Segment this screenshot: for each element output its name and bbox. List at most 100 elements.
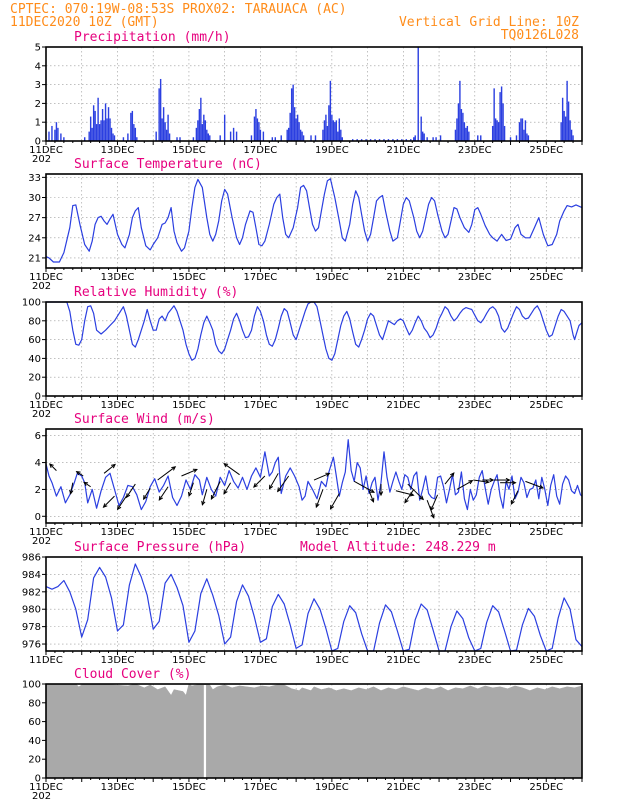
precip-bar-75 — [293, 107, 296, 141]
wind-vector-head — [277, 487, 282, 493]
precip-bar-61 — [253, 116, 256, 141]
cloud-gap-0 — [203, 685, 207, 778]
precip-bar-57 — [229, 131, 232, 141]
wind-vector-head — [171, 466, 177, 471]
cloud-year-label: 202 — [32, 791, 51, 800]
precip-bar-130 — [466, 125, 469, 141]
pressure-y-tick-label: 978 — [22, 622, 41, 633]
wind-vector-shaft — [430, 494, 439, 511]
wind-vector-head — [329, 504, 335, 510]
wind-vector-17 — [253, 475, 266, 488]
wind-vector-shaft — [315, 489, 324, 508]
rh-x-tick-label: 13DEC — [101, 400, 135, 411]
precip-bar-48 — [200, 97, 202, 141]
wind-vector-shaft — [158, 486, 169, 501]
precip-bar-91 — [332, 120, 335, 141]
precip-bar-145 — [518, 122, 521, 141]
precip-bar-68 — [274, 137, 276, 141]
wind-vector-18 — [268, 473, 279, 490]
precip-bar-26 — [122, 137, 125, 141]
wind-vector-5 — [102, 495, 115, 508]
wind-vector-head — [223, 462, 229, 468]
precip-bar-22 — [109, 118, 111, 141]
precip-bar-27 — [127, 133, 129, 141]
cloud-x-tick-label: 21DEC — [386, 782, 420, 793]
wind-vector-head — [430, 506, 435, 512]
wind-vector-19 — [277, 475, 290, 493]
precip-bar-21 — [107, 107, 110, 141]
precip-bar-122 — [454, 129, 457, 141]
temp-series-line — [45, 178, 583, 263]
precip-bar-157 — [567, 101, 570, 141]
precip-bar-62 — [255, 109, 257, 141]
wind-vector-shaft — [223, 482, 232, 494]
precip-bar-141 — [502, 103, 504, 141]
precip-bar-98 — [352, 139, 354, 141]
precip-y-tick-label: 0 — [35, 137, 41, 148]
precip-bar-153 — [561, 97, 564, 141]
precip-bar-60 — [250, 135, 253, 141]
cloud-y-tick-label: 60 — [28, 717, 41, 728]
rh-x-tick-label: 17DEC — [244, 400, 278, 411]
precip-bar-31 — [134, 127, 137, 141]
precip-bar-148 — [523, 129, 525, 141]
wind-vector-shaft — [117, 495, 127, 510]
precip-bar-79 — [299, 129, 302, 141]
wind-frame — [45, 428, 583, 524]
precip-y-tick-label: 3 — [35, 80, 41, 91]
precip-bar-43 — [179, 137, 181, 141]
wind-vector-shaft — [277, 475, 290, 492]
rh-x-tick-label: 23DEC — [458, 400, 492, 411]
humidity-panel: Relative Humidity (%) 0 20 40 60 80 100 11DEC 1… — [22, 285, 583, 420]
precip-y-tick-label: 2 — [35, 99, 41, 110]
precip-bar-18 — [103, 120, 105, 141]
wind-vector-head — [69, 489, 74, 495]
wind-vector-11 — [181, 468, 198, 477]
precip-bar-113 — [414, 135, 416, 141]
wind-vector-1 — [69, 482, 74, 495]
precip-bar-133 — [480, 135, 482, 141]
wind-vector-head — [102, 503, 108, 508]
precip-bar-4 — [57, 127, 59, 141]
wind-vector-23 — [353, 480, 376, 493]
precip-bar-8 — [88, 131, 90, 141]
precip-bar-82 — [310, 135, 312, 141]
precip-bar-105 — [383, 139, 385, 141]
precip-bar-45 — [195, 127, 198, 141]
precip-bar-140 — [500, 86, 503, 141]
rh-y-tick-label: 80 — [28, 316, 41, 327]
precip-bar-137 — [496, 120, 498, 141]
wind-vector-head — [489, 477, 495, 483]
precip-bar-84 — [322, 129, 324, 141]
wind-vector-shaft — [269, 473, 279, 489]
wind-vector-shaft — [188, 482, 194, 497]
precip-bar-136 — [494, 118, 497, 141]
wind-vector-head — [538, 484, 545, 489]
precip-bar-120 — [435, 137, 437, 141]
precip-bar-90 — [331, 114, 333, 141]
precip-bar-115 — [420, 116, 422, 141]
precip-bar-92 — [334, 122, 336, 141]
precip-bar-106 — [387, 139, 390, 141]
precip-bar-56 — [223, 114, 226, 141]
wind-vector-shaft — [330, 493, 340, 510]
precip-bar-143 — [509, 137, 512, 141]
wind-vector-7 — [125, 483, 136, 499]
precip-bar-150 — [526, 133, 528, 141]
cloud-y-tick-label: 20 — [28, 755, 41, 766]
precip-bar-58 — [232, 127, 235, 141]
rh-x-tick-label: 11DEC — [29, 400, 63, 411]
precip-bar-11 — [92, 105, 95, 141]
header-model-id: TQ0126L028 — [501, 28, 579, 43]
precip-bar-67 — [271, 137, 274, 141]
precip-bar-15 — [98, 124, 101, 141]
precip-bar-64 — [258, 122, 260, 141]
pressure-title: Surface Pressure (hPa) — [74, 540, 246, 555]
pressure-x-tick-label: 21DEC — [386, 655, 420, 666]
precip-bar-135 — [493, 88, 495, 141]
wind-vector-head — [370, 497, 375, 503]
wind-vector-head — [430, 513, 435, 519]
temp-y-tick-label: 33 — [28, 173, 41, 184]
cloud-x-tick-label: 11DEC — [29, 782, 63, 793]
